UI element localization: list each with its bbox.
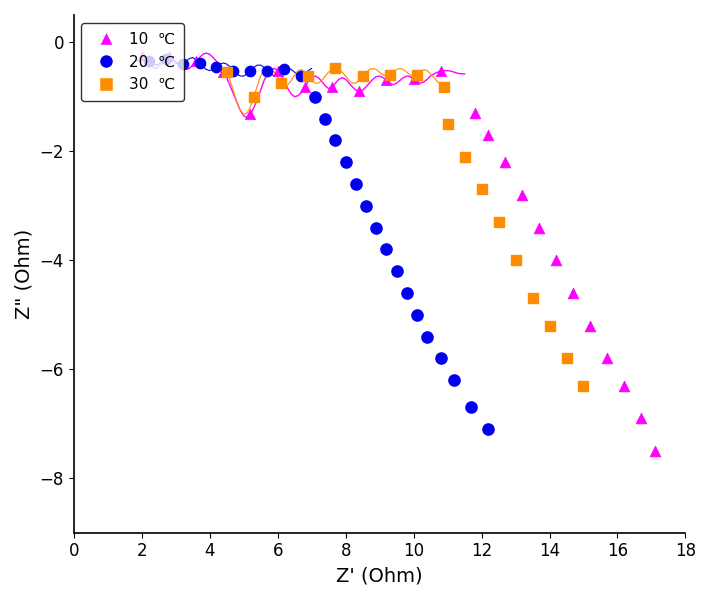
Point — [442, 119, 453, 129]
X-axis label: Z' (Ohm): Z' (Ohm) — [336, 566, 423, 585]
Point — [483, 130, 494, 140]
Point — [245, 66, 256, 76]
Point — [360, 201, 372, 211]
Point — [493, 217, 504, 227]
Point — [459, 152, 470, 161]
Point — [143, 56, 154, 66]
Point — [550, 256, 562, 265]
Point — [380, 245, 392, 254]
Point — [228, 66, 239, 76]
Point — [476, 185, 487, 194]
Legend: 10  ℃, 20  ℃, 30  ℃: 10 ℃, 20 ℃, 30 ℃ — [82, 23, 184, 101]
Point — [500, 157, 511, 167]
Point — [517, 190, 528, 200]
Point — [177, 59, 188, 69]
Point — [296, 71, 307, 81]
Point — [534, 223, 545, 232]
Point — [469, 108, 481, 118]
Point — [303, 71, 314, 81]
Point — [391, 266, 402, 276]
Point — [330, 136, 341, 145]
Point — [649, 446, 661, 456]
Point — [578, 381, 589, 391]
Point — [262, 66, 273, 76]
Point — [439, 82, 450, 92]
Point — [194, 58, 205, 68]
Point — [380, 76, 392, 85]
Point — [602, 353, 613, 363]
Point — [326, 82, 338, 92]
Point — [248, 92, 260, 101]
Point — [160, 54, 171, 64]
Point — [191, 56, 202, 66]
Point — [309, 92, 321, 101]
Point — [210, 62, 222, 71]
Point — [544, 321, 555, 331]
Point — [299, 82, 311, 92]
Point — [435, 67, 447, 76]
Point — [319, 114, 331, 124]
Point — [466, 403, 477, 412]
Point — [584, 321, 596, 331]
Point — [527, 293, 538, 303]
Point — [245, 109, 256, 119]
Point — [279, 65, 290, 74]
Point — [435, 353, 447, 363]
Point — [510, 256, 521, 265]
Point — [272, 66, 284, 76]
Point — [561, 353, 572, 363]
Point — [164, 51, 175, 61]
Y-axis label: Z" (Ohm): Z" (Ohm) — [15, 229, 34, 319]
Point — [411, 310, 422, 320]
Point — [422, 332, 433, 341]
Point — [353, 86, 365, 96]
Point — [483, 424, 494, 434]
Point — [449, 376, 460, 385]
Point — [384, 70, 395, 80]
Point — [411, 70, 422, 80]
Point — [370, 223, 382, 232]
Point — [567, 288, 579, 298]
Point — [408, 74, 419, 84]
Point — [401, 288, 412, 298]
Point — [330, 64, 341, 73]
Point — [221, 67, 232, 77]
Point — [357, 71, 368, 81]
Point — [136, 51, 147, 61]
Point — [636, 413, 647, 423]
Point — [619, 381, 630, 391]
Point — [350, 179, 361, 189]
Point — [275, 79, 287, 88]
Point — [340, 157, 351, 167]
Point — [218, 67, 229, 77]
